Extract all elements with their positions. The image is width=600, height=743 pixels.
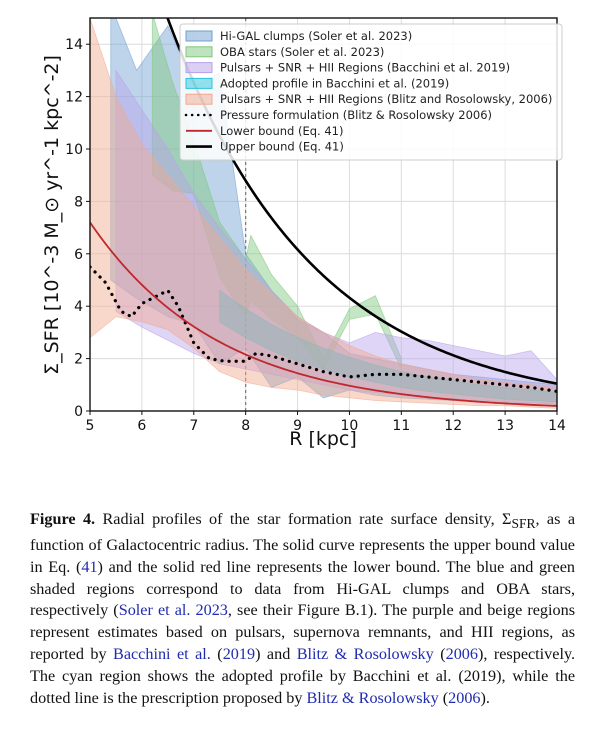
x-tick-label: 5 xyxy=(86,418,95,434)
pressure-formulation-line xyxy=(90,265,557,393)
x-tick-label: 11 xyxy=(392,418,410,434)
band-3 xyxy=(219,289,557,403)
y-axis-label: Σ_SFR [10^-3 M_⊙ yr^-1 kpc^-2] xyxy=(41,55,63,375)
legend-label: Upper bound (Eq. 41) xyxy=(220,140,344,154)
caption-text: , see their Figure B.1). The purple and … xyxy=(30,601,576,664)
x-tick-label: 8 xyxy=(241,418,250,434)
y-tick-label: 10 xyxy=(65,142,83,158)
y-tick-label: 8 xyxy=(74,194,83,210)
caption-text: ) and the solid red line represents the … xyxy=(30,557,575,620)
y-tick-label: 0 xyxy=(74,404,83,420)
caption-text: ). xyxy=(480,688,490,707)
citation-link[interactable]: Blitz & Rosolowsky xyxy=(306,688,439,707)
figure-caption: Figure 4. Radial profiles of the star fo… xyxy=(30,509,575,709)
curves xyxy=(90,18,557,407)
legend: Hi-GAL clumps (Soler et al. 2023) OBA sta… xyxy=(179,23,563,161)
y-tick-label: 12 xyxy=(65,90,83,106)
legend-label: Pulsars + SNR + HII Regions (Bacchini et… xyxy=(220,61,510,75)
legend-label: Hi-GAL clumps (Soler et al. 2023) xyxy=(220,29,412,43)
citation-link[interactable]: Bacchini et al. xyxy=(113,645,211,664)
caption-text: ( xyxy=(433,645,446,664)
y-tick-label: 6 xyxy=(74,247,83,263)
band-2 xyxy=(115,69,557,404)
y-tick-label: 2 xyxy=(74,352,83,368)
x-tick-label: 6 xyxy=(137,418,146,434)
band-4 xyxy=(90,18,557,409)
y-tick-label: 4 xyxy=(74,299,83,315)
legend-swatch xyxy=(185,77,213,89)
x-tick-label: 14 xyxy=(548,418,566,434)
caption-text: ), respectively. The cyan region shows t… xyxy=(30,645,576,707)
x-tick-label: 7 xyxy=(189,418,198,434)
caption-text: , as a function of Galactocentric radius… xyxy=(30,510,576,576)
x-axis-label: R [kpc] xyxy=(289,428,357,450)
legend-label: Lower bound (Eq. 41) xyxy=(220,124,343,138)
x-tick-label: 10 xyxy=(341,418,359,434)
citation-link[interactable]: Soler et al. 2023 xyxy=(118,601,228,620)
x-tick-label: 12 xyxy=(444,418,462,434)
lower-bound-line xyxy=(90,221,557,407)
caption-text: Radial profiles of the star formation ra… xyxy=(95,510,512,528)
legend-swatch xyxy=(185,30,213,42)
figure-label: Figure 4. xyxy=(30,510,96,528)
equation-link[interactable]: 41 xyxy=(81,557,98,576)
figure-chart: 5 6 7 8 9 10 11 12 13 14 0 2 4 6 8 10 12 14 R [kpc] Σ_SFR… xyxy=(41,17,566,450)
citation-link[interactable]: Blitz & Rosolowsky xyxy=(296,645,434,664)
legend-label: Pulsars + SNR + HII Regions (Blitz and R… xyxy=(220,92,552,106)
citation-link[interactable]: 2006 xyxy=(448,688,481,707)
caption-text: ( xyxy=(438,688,449,707)
citation-link[interactable]: 2019 xyxy=(222,645,256,664)
legend-label: OBA stars (Soler et al. 2023) xyxy=(220,45,384,59)
y-tick-label: 14 xyxy=(65,37,83,53)
upper-bound-line xyxy=(166,18,557,385)
legend-swatch xyxy=(185,46,213,58)
caption-text: ) and xyxy=(255,645,297,664)
plot-frame xyxy=(89,17,558,412)
legend-swatch xyxy=(185,62,213,74)
caption-subscript: SFR xyxy=(511,516,536,532)
citation-link[interactable]: 2006 xyxy=(445,645,478,664)
legend-label: Pressure formulation (Blitz & Rosolowsky… xyxy=(220,108,492,122)
legend-label: Adopted profile in Bacchini et al. (2019… xyxy=(220,76,449,90)
tick-labels: 5 6 7 8 9 10 11 12 13 14 0 2 4 6 8 10 12 14 xyxy=(65,37,566,434)
x-tick-label: 13 xyxy=(496,418,514,434)
axes-frame xyxy=(89,17,558,412)
legend-swatch xyxy=(185,93,213,105)
legend-box xyxy=(179,23,563,161)
caption-text: ( xyxy=(210,645,223,664)
x-tick-label: 9 xyxy=(293,418,302,434)
